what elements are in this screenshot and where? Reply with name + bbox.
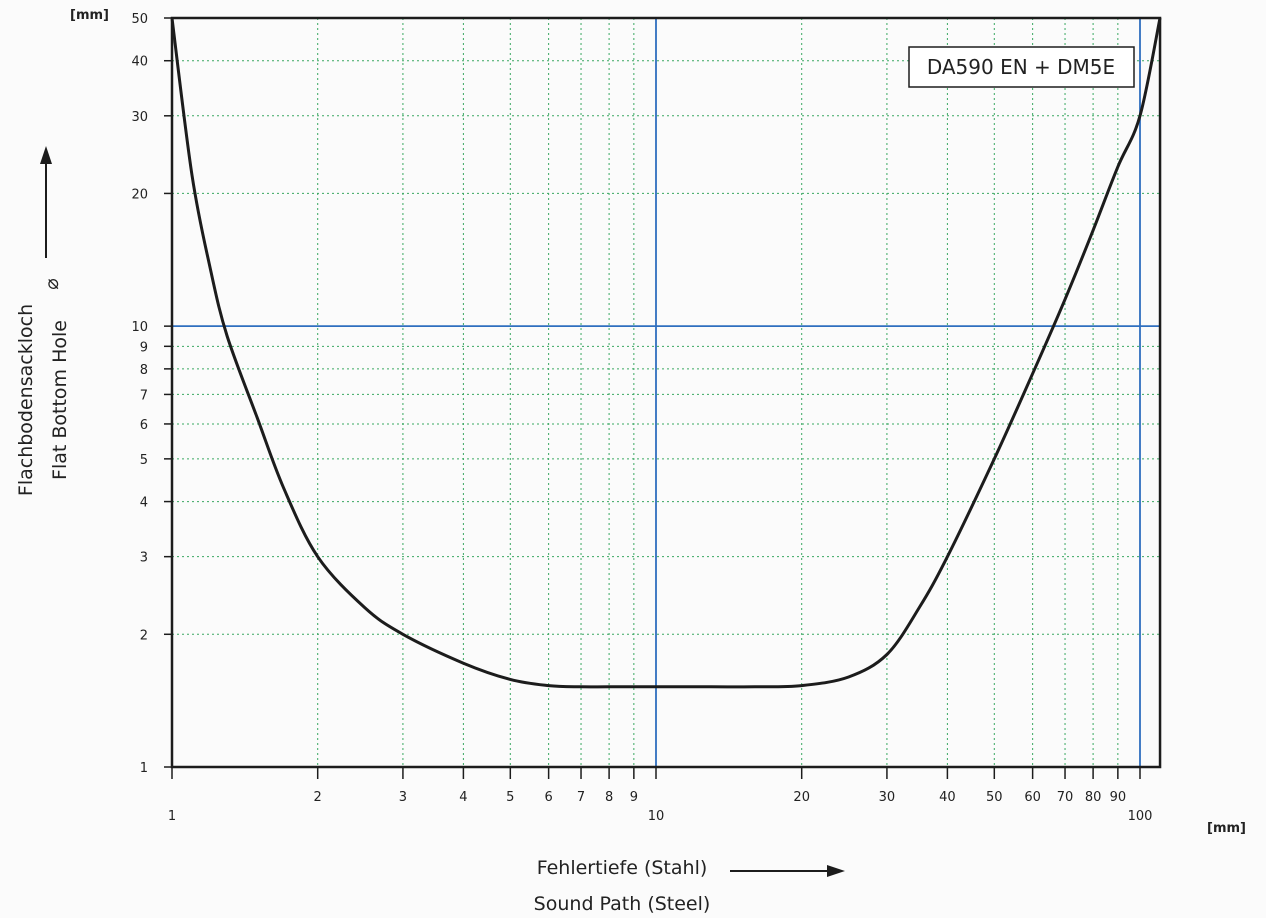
y-tick-label: 10 bbox=[131, 320, 148, 335]
plot-frame bbox=[170, 16, 1162, 769]
x-tick-label: 2 bbox=[314, 790, 322, 805]
x-tick-label: 10 bbox=[648, 809, 665, 824]
y-tick-label: 6 bbox=[140, 418, 148, 433]
y-tick-label: 50 bbox=[131, 12, 148, 27]
series-curve bbox=[170, 17, 1162, 689]
x-tick-label: 70 bbox=[1057, 790, 1074, 805]
x-tick-label: 60 bbox=[1024, 790, 1041, 805]
y-axis-label-group: Flachbodensackloch Flat Bottom Hole bbox=[15, 304, 71, 496]
x-axis-arrow-icon bbox=[730, 865, 845, 877]
x-tick-label: 100 bbox=[1128, 809, 1153, 824]
y-axis-label-en: Flat Bottom Hole bbox=[49, 320, 71, 480]
x-axis-label-de: Fehlertiefe (Stahl) bbox=[537, 857, 708, 879]
y-tick-label: 9 bbox=[140, 340, 148, 355]
y-tick-label: 5 bbox=[140, 453, 148, 468]
minor-grid bbox=[172, 18, 1161, 767]
x-unit-label: [mm] bbox=[1207, 821, 1246, 836]
major-grid bbox=[172, 18, 1161, 767]
x-tick-label: 30 bbox=[879, 790, 896, 805]
x-tick-label: 40 bbox=[939, 790, 956, 805]
legend-label: DA590 EN + DM5E bbox=[927, 55, 1115, 79]
x-tick-label: 9 bbox=[630, 790, 638, 805]
y-tick-label: 8 bbox=[140, 363, 148, 378]
x-tick-label: 90 bbox=[1110, 790, 1127, 805]
x-tick-label: 6 bbox=[544, 790, 552, 805]
x-tick-label: 1 bbox=[168, 809, 176, 824]
y-tick-label: 40 bbox=[131, 55, 148, 70]
y-unit-label: [mm] bbox=[70, 8, 109, 23]
y-tick-label: 4 bbox=[140, 496, 148, 511]
y-tick-label: 1 bbox=[140, 761, 148, 776]
y-tick-label: 20 bbox=[131, 187, 148, 202]
y-axis-label-de: Flachbodensackloch bbox=[15, 304, 37, 496]
x-tick-label: 4 bbox=[459, 790, 467, 805]
x-tick-label: 5 bbox=[506, 790, 514, 805]
x-tick-label: 80 bbox=[1085, 790, 1102, 805]
x-tick-label: 20 bbox=[793, 790, 810, 805]
x-tick-label: 3 bbox=[399, 790, 407, 805]
legend-box: DA590 EN + DM5E bbox=[908, 46, 1135, 88]
x-tick-label: 7 bbox=[577, 790, 585, 805]
y-tick-label: 7 bbox=[140, 388, 148, 403]
x-axis-label-en: Sound Path (Steel) bbox=[534, 893, 711, 915]
y-axis-arrow-icon bbox=[40, 146, 52, 258]
y-tick-label: 30 bbox=[131, 110, 148, 125]
y-tick-label: 3 bbox=[140, 551, 148, 566]
y-tick-label: 2 bbox=[140, 628, 148, 643]
x-tick-label: 8 bbox=[605, 790, 613, 805]
diameter-symbol: ⌀ bbox=[41, 278, 63, 289]
y-tick-labels: 1 2 3 4 5 6 7 8 9 10 20 30 40 50 bbox=[131, 12, 172, 776]
diameter-symbol-group: ⌀ bbox=[41, 278, 63, 289]
x-tick-label: 50 bbox=[986, 790, 1003, 805]
